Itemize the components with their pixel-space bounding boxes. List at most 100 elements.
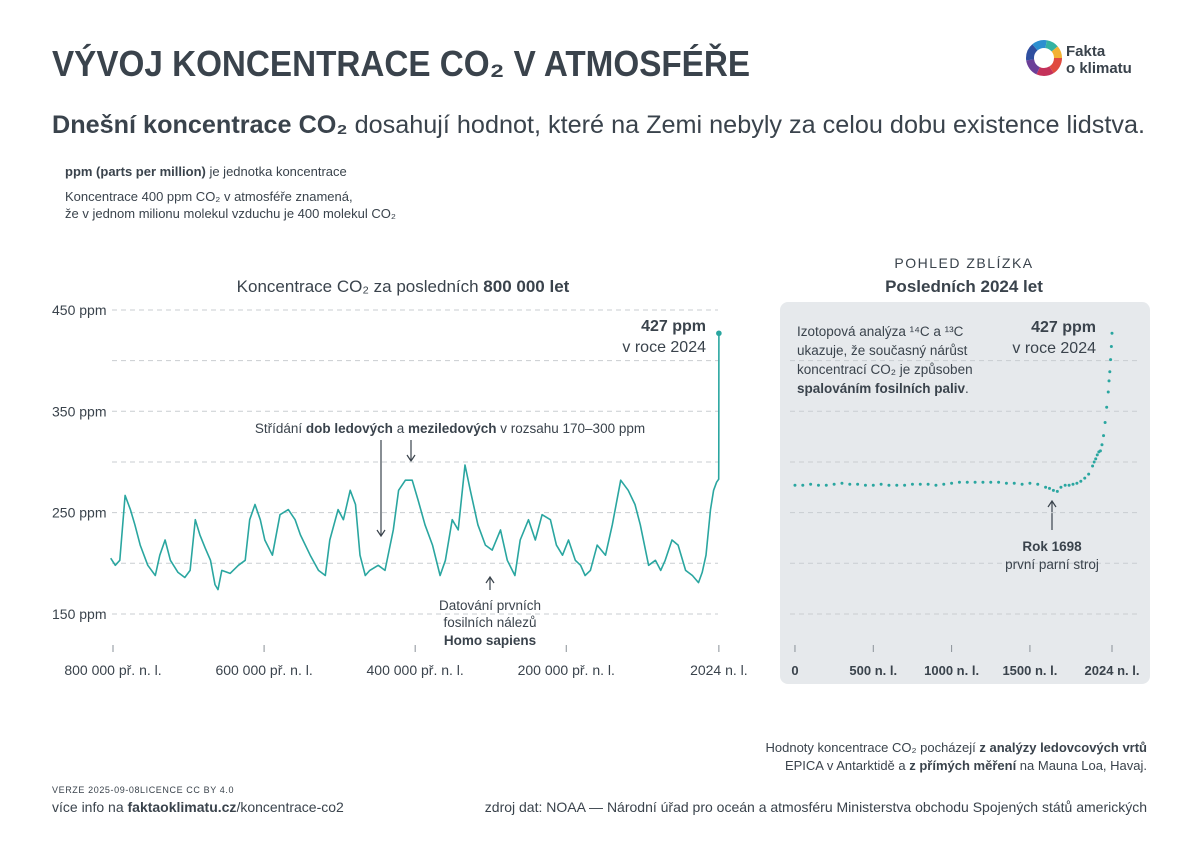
- data-point: [1107, 379, 1111, 383]
- source-note-part: Hodnoty koncentrace CO₂ pocházejí: [765, 740, 979, 755]
- data-source: zdroj dat: NOAA — Národní úřad pro oceán…: [485, 799, 1147, 815]
- logo-text: Fakta: [1066, 43, 1106, 60]
- annotation-part: Datování prvních: [439, 598, 541, 613]
- chart-title-part: Posledních 2024 let: [885, 277, 1043, 296]
- y-tick-label: 450 ppm: [52, 302, 106, 318]
- note-part: ppm (parts per million): [65, 164, 206, 179]
- data-line: [110, 333, 720, 591]
- data-point: [895, 483, 899, 487]
- arrow: [376, 440, 386, 538]
- annotation-part: ukazuje, že současný nárůst: [797, 343, 968, 358]
- data-point: [950, 481, 954, 485]
- data-point: [809, 482, 813, 486]
- data-point: [856, 482, 860, 486]
- data-point: [1083, 476, 1087, 480]
- data-point: [918, 482, 922, 486]
- data-point: [1004, 481, 1008, 485]
- annotation-part: .: [965, 381, 969, 396]
- data-point: [1079, 479, 1083, 483]
- x-tick-label: 2024 n. l.: [690, 662, 748, 678]
- data-point: [824, 483, 828, 487]
- annotation: ukazuje, že současný nárůst: [797, 343, 968, 358]
- x-tick-label: 800 000 př. n. l.: [64, 662, 161, 678]
- x-tick-label: 500 n. l.: [849, 663, 897, 678]
- data-point: [965, 480, 969, 484]
- data-point: [1087, 472, 1091, 476]
- note-part: Koncentrace 400 ppm CO₂ v atmosféře znam…: [65, 189, 353, 204]
- x-tick-label: 600 000 př. n. l.: [215, 662, 312, 678]
- data-point: [1012, 481, 1016, 485]
- info-link-part: více info na: [52, 799, 128, 815]
- arrow: [1047, 499, 1057, 530]
- annotation: první parní stroj: [1005, 557, 1099, 572]
- annotation-part: první parní stroj: [1005, 557, 1099, 572]
- data-point: [942, 482, 946, 486]
- data-point: [871, 483, 875, 487]
- logo-segment: [1026, 40, 1062, 76]
- data-point: [1067, 483, 1071, 487]
- annotation: koncentrací CO₂ je způsoben: [797, 362, 973, 377]
- end-label: 427 ppm: [1031, 319, 1096, 336]
- data-point: [879, 482, 883, 486]
- source-note: EPICA v Antarktidě a z přímých měření na…: [785, 758, 1147, 773]
- data-point: [973, 480, 977, 484]
- logo-segment: [1026, 40, 1062, 76]
- annotation-part: a: [393, 421, 408, 436]
- logo-segment: [1026, 40, 1062, 76]
- data-point: [832, 482, 836, 486]
- license: LICENCE CC BY 4.0: [140, 785, 234, 795]
- x-tick-label: 1000 n. l.: [924, 663, 979, 678]
- data-point: [848, 482, 852, 486]
- x-tick-label: 2024 n. l.: [1085, 663, 1140, 678]
- note: že v jednom milionu molekul vzduchu je 4…: [65, 206, 396, 221]
- chart-title-part: Koncentrace CO₂ za posledních: [237, 277, 484, 296]
- data-point: [989, 480, 993, 484]
- data-point: [1055, 489, 1059, 493]
- annotation-part: Izotopová analýza ¹⁴C a ¹³C: [797, 324, 964, 339]
- source-note: Hodnoty koncentrace CO₂ pocházejí z anal…: [765, 740, 1147, 755]
- data-point: [1044, 485, 1048, 489]
- data-point: [1063, 483, 1067, 487]
- annotation-part: dob ledových: [306, 421, 393, 436]
- end-label: v roce 2024: [622, 339, 706, 356]
- page-title: VÝVOJ KONCENTRACE CO₂ V ATMOSFÉŘE: [52, 42, 750, 84]
- chart-title: Posledních 2024 let: [885, 277, 1043, 296]
- data-point: [793, 483, 797, 487]
- annotation-arrows: [376, 440, 1057, 590]
- data-point: [1103, 420, 1107, 424]
- subtitle-part: Dnešní koncentrace CO₂: [52, 111, 348, 139]
- data-point: [1094, 457, 1098, 461]
- data-point: [1091, 464, 1095, 468]
- info-link-part: faktaoklimatu.cz: [128, 799, 237, 815]
- info-link: více info na faktaoklimatu.cz/koncentrac…: [52, 799, 344, 815]
- note: Koncentrace 400 ppm CO₂ v atmosféře znam…: [65, 189, 353, 204]
- source-note-part: z analýzy ledovcových vrtů: [979, 740, 1147, 755]
- data-point: [1100, 443, 1104, 447]
- data-point: [1071, 482, 1075, 486]
- data-point: [1048, 486, 1052, 490]
- x-tick-label: 1500 n. l.: [1002, 663, 1057, 678]
- data-point: [934, 483, 938, 487]
- annotation: Homo sapiens: [444, 633, 536, 648]
- y-tick-label: 250 ppm: [52, 505, 106, 521]
- data-point: [1051, 488, 1055, 492]
- logo: Fakta o klimatu: [1026, 40, 1132, 77]
- arrow: [485, 575, 495, 590]
- data-point: [887, 483, 891, 487]
- data-point: [840, 481, 844, 485]
- version: VERZE 2025-09-08: [52, 785, 140, 795]
- data-point: [816, 483, 820, 487]
- annotation-part: Rok 1698: [1022, 539, 1082, 554]
- annotation: fosilních nálezů: [443, 615, 536, 630]
- annotation: Izotopová analýza ¹⁴C a ¹³C: [797, 324, 964, 339]
- data-point: [1102, 434, 1106, 438]
- subtitle: Dnešní koncentrace CO₂ dosahují hodnot, …: [52, 111, 1145, 139]
- chart-kicker: POHLED ZBLÍZKA: [894, 255, 1033, 271]
- chart-title: Koncentrace CO₂ za posledních 800 000 le…: [237, 277, 570, 296]
- source-note-part: na Mauna Loa, Havaj.: [1016, 758, 1147, 773]
- subtitle-part: dosahují hodnot, které na Zemi nebyly za…: [348, 111, 1145, 139]
- data-point: [801, 483, 805, 487]
- annotation-part: koncentrací CO₂ je způsoben: [797, 362, 973, 377]
- end-point: [716, 330, 722, 337]
